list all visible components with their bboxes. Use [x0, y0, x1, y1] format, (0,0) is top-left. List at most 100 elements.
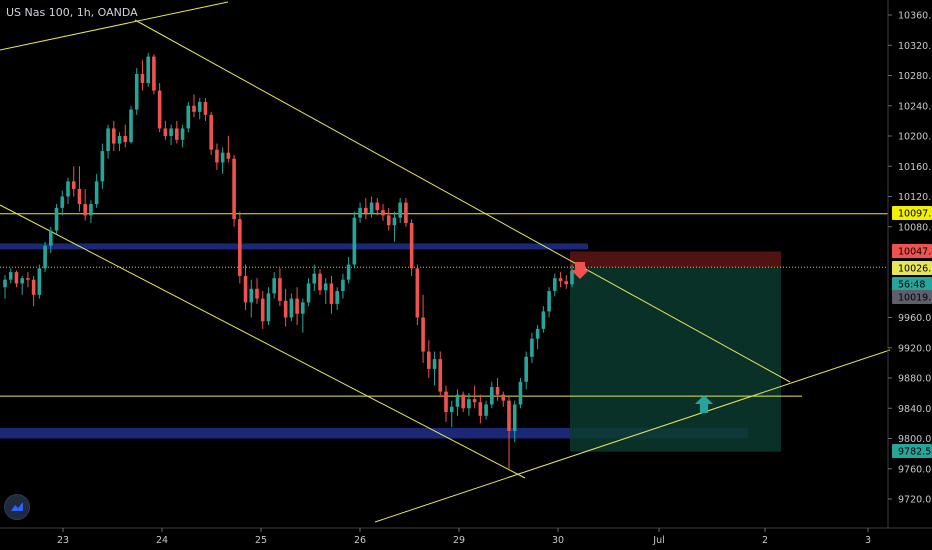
price-badge[interactable]	[892, 244, 932, 258]
candle-body[interactable]	[146, 56, 150, 84]
price-badge[interactable]	[892, 277, 932, 291]
candle-body[interactable]	[507, 400, 511, 431]
candle-body[interactable]	[467, 399, 471, 409]
candle-body[interactable]	[94, 181, 99, 205]
candle-body[interactable]	[83, 204, 87, 216]
candle-body[interactable]	[60, 196, 65, 208]
candle-body[interactable]	[272, 278, 276, 294]
candle-body[interactable]	[323, 283, 328, 291]
candle-body[interactable]	[558, 278, 563, 282]
candle-body[interactable]	[547, 291, 551, 312]
candle-body[interactable]	[14, 272, 19, 284]
candle-body[interactable]	[209, 114, 213, 150]
candle-body[interactable]	[381, 210, 385, 216]
candle-body[interactable]	[215, 149, 219, 163]
candle-body[interactable]	[186, 105, 191, 129]
candle-body[interactable]	[518, 381, 523, 405]
candle-body[interactable]	[364, 207, 368, 214]
candle-body[interactable]	[129, 109, 133, 143]
candle-body[interactable]	[20, 278, 24, 284]
candle-body[interactable]	[89, 204, 93, 216]
candle-body[interactable]	[306, 283, 311, 303]
candle-body[interactable]	[157, 90, 162, 129]
candle-body[interactable]	[478, 402, 483, 416]
candle-body[interactable]	[501, 394, 506, 401]
candle-body[interactable]	[524, 356, 528, 382]
candle-body[interactable]	[541, 311, 546, 329]
candle-body[interactable]	[318, 273, 322, 291]
candle-body[interactable]	[112, 128, 116, 144]
trend-line[interactable]	[134, 19, 791, 383]
candle-body[interactable]	[26, 278, 30, 280]
candle-body[interactable]	[438, 359, 443, 392]
candle-body[interactable]	[329, 283, 334, 304]
candle-body[interactable]	[495, 387, 500, 395]
candle-body[interactable]	[444, 391, 448, 413]
candle-body[interactable]	[37, 268, 42, 295]
candle-body[interactable]	[152, 56, 156, 91]
price-badge[interactable]	[892, 290, 932, 304]
candle-body[interactable]	[392, 217, 397, 226]
candle-body[interactable]	[369, 202, 374, 214]
price-badge[interactable]	[892, 261, 932, 275]
candle-body[interactable]	[106, 128, 110, 152]
candle-body[interactable]	[8, 272, 13, 280]
candle-body[interactable]	[341, 279, 345, 292]
candle-body[interactable]	[375, 202, 380, 211]
candle-body[interactable]	[386, 215, 391, 226]
candle-body[interactable]	[312, 273, 317, 284]
candle-body[interactable]	[243, 275, 248, 303]
candle-body[interactable]	[461, 394, 465, 409]
candle-body[interactable]	[134, 73, 139, 110]
candle-body[interactable]	[278, 278, 282, 301]
candle-body[interactable]	[358, 207, 362, 218]
candle-body[interactable]	[398, 202, 402, 218]
candle-body[interactable]	[432, 359, 437, 369]
trend-line[interactable]	[0, 204, 526, 479]
candle-body[interactable]	[455, 394, 460, 407]
candle-body[interactable]	[71, 181, 76, 189]
candle-body[interactable]	[169, 128, 173, 136]
candle-body[interactable]	[289, 298, 294, 318]
candle-body[interactable]	[100, 151, 105, 182]
candle-body[interactable]	[427, 351, 431, 369]
candle-body[interactable]	[49, 230, 53, 246]
candle-body[interactable]	[553, 278, 557, 292]
candle-body[interactable]	[123, 136, 128, 143]
candle-body[interactable]	[421, 317, 425, 352]
candle-body[interactable]	[220, 152, 225, 163]
candle-body[interactable]	[238, 219, 242, 276]
candle-body[interactable]	[163, 128, 168, 136]
candle-body[interactable]	[192, 105, 196, 112]
trend-line[interactable]	[0, 1, 229, 51]
candle-body[interactable]	[512, 404, 517, 431]
candle-body[interactable]	[530, 338, 534, 357]
candle-body[interactable]	[564, 281, 569, 285]
candle-body[interactable]	[203, 101, 208, 115]
candle-body[interactable]	[449, 406, 454, 413]
candle-body[interactable]	[409, 222, 414, 269]
candle-body[interactable]	[346, 264, 351, 280]
candle-body[interactable]	[295, 298, 299, 314]
candle-body[interactable]	[283, 300, 288, 318]
candle-body[interactable]	[335, 291, 339, 304]
candle-body[interactable]	[255, 288, 259, 299]
candle-body[interactable]	[66, 181, 70, 197]
candle-body[interactable]	[3, 279, 7, 288]
candle-body[interactable]	[404, 202, 408, 223]
trend-line[interactable]	[374, 349, 891, 523]
candle-body[interactable]	[77, 188, 82, 205]
candle-body[interactable]	[490, 387, 494, 405]
candle-body[interactable]	[140, 73, 145, 84]
candle-body[interactable]	[266, 293, 271, 322]
candle-body[interactable]	[180, 128, 185, 140]
candle-body[interactable]	[54, 207, 59, 231]
candle-body[interactable]	[301, 302, 305, 314]
price-badge[interactable]	[892, 444, 932, 458]
candle-body[interactable]	[484, 404, 488, 416]
candle-body[interactable]	[249, 288, 254, 303]
candle-body[interactable]	[352, 217, 357, 265]
candle-body[interactable]	[31, 279, 36, 295]
candle-body[interactable]	[472, 399, 477, 403]
